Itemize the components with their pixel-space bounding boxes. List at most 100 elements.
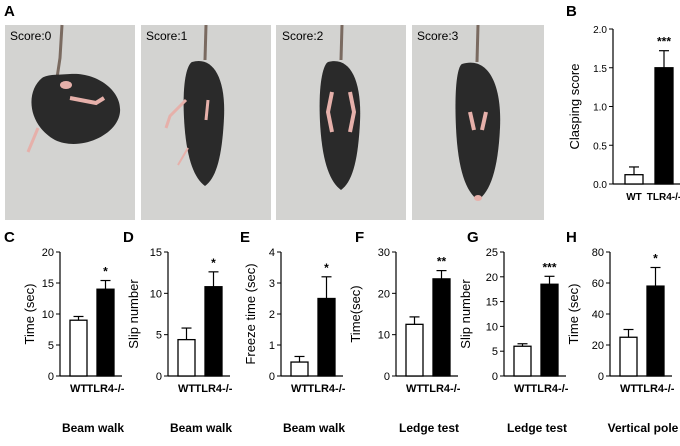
y-tick-label-e: 4 [269, 247, 275, 259]
bar-d-wt [177, 338, 196, 377]
y-tick-label-d: 0 [156, 371, 162, 383]
y-tick-label-e: 2 [269, 309, 275, 321]
y-axis-label-d: Slip number [126, 279, 141, 349]
bar-charts: 0.00.51.01.52.0WT TLR4-/-***Clasping scor… [22, 25, 680, 435]
y-axis-label-e: Freeze time (sec) [243, 263, 258, 364]
category-label-g: WT [514, 383, 531, 395]
x-axis-label-d: Beam walk [170, 421, 232, 435]
panel-letter-a: A [4, 3, 15, 20]
y-tick-label-b: 2.0 [593, 25, 607, 36]
panel-letter-d: D [123, 229, 134, 246]
y-tick-label-c: 10 [42, 309, 54, 321]
y-tick-label-g: 20 [486, 272, 498, 284]
y-tick-label-d: 5 [156, 330, 162, 342]
y-tick-label-g: 5 [492, 346, 498, 358]
chart-d: 0 5 10 15 WT TLR4-/- * Slip number Beam walk [126, 247, 233, 435]
chart-g: 0 5 10 15 20 25 WT TLR4-/- *** Slip number Ledge t… [458, 247, 569, 435]
photo-label-score-3: Score:3 [417, 29, 459, 43]
bar-e-tlr4 [317, 297, 336, 377]
y-tick-label-h: 60 [592, 278, 604, 290]
y-axis-label-b: Clasping score [567, 64, 582, 150]
y-tick-label-d: 10 [150, 288, 162, 300]
y-tick-label-h: 40 [592, 309, 604, 321]
bar-f-wt [405, 323, 424, 377]
significance-h: * [653, 252, 658, 266]
bar-d-tlr4 [204, 286, 223, 377]
significance-c: * [103, 265, 108, 279]
category-label-b: TLR4-/- [647, 192, 680, 203]
bar-h-tlr4 [646, 285, 665, 377]
y-tick-label-f: 30 [378, 247, 390, 259]
chart-c: 0 5 10 15 20 WT TLR4-/- * Time (sec) Beam walk [22, 247, 125, 435]
chart-h: 0 20 40 60 80 WT TLR4-/- * Time (sec) Vertical po… [566, 247, 679, 435]
x-axis-label-e: Beam walk [283, 421, 345, 435]
panel-letter-g: G [467, 229, 479, 246]
y-tick-label-f: 0 [384, 371, 390, 383]
y-tick-label-d: 15 [150, 247, 162, 259]
category-label-d: WT [178, 383, 195, 395]
x-axis-label-h: Vertical pole [608, 421, 679, 435]
chart-b: 0.0 0.5 1.0 1.5 2.0 WT TLR4-/- *** Clasping scor… [567, 25, 680, 203]
y-tick-label-c: 0 [48, 371, 54, 383]
category-label-h: TLR4-/- [637, 383, 675, 395]
bar-g-tlr4 [540, 283, 559, 377]
panel-letter-b: B [566, 3, 577, 20]
photo-label-score-2: Score:2 [282, 29, 324, 43]
y-axis-label-f: Time(sec) [348, 285, 363, 342]
bar-f-tlr4 [432, 278, 451, 377]
bar-e-wt [290, 361, 309, 377]
photo-score-1: Score:1 [141, 24, 271, 220]
category-label-b: WT [626, 192, 642, 203]
chart-f: 0 10 20 30 WT TLR4-/- ** Time(sec) Ledge test [348, 247, 461, 435]
photo-score-3: Score:3 [412, 24, 544, 220]
category-label-f: TLR4-/- [423, 383, 461, 395]
bar-c-wt [69, 319, 88, 377]
y-axis-label-h: Time (sec) [566, 284, 581, 345]
significance-e: * [324, 261, 329, 275]
photo-score-0: Score:0 [5, 24, 135, 220]
significance-g: *** [542, 260, 556, 274]
bar-g-wt [513, 345, 532, 377]
photo-label-score-1: Score:1 [146, 29, 188, 43]
chart-e: 0 1 2 3 4 WT TLR4-/- * Freeze time (sec) Beam wal… [243, 247, 346, 435]
category-label-f: WT [406, 383, 423, 395]
x-axis-label-c: Beam walk [62, 421, 124, 435]
x-axis-label-g: Ledge test [507, 421, 567, 435]
category-label-d: TLR4-/- [195, 383, 233, 395]
y-tick-label-b: 1.0 [593, 103, 607, 114]
bar-b-tlr4 [654, 67, 674, 185]
panel-letter-e: E [240, 229, 250, 246]
photo-score-2: Score:2 [276, 24, 406, 220]
y-tick-label-h: 20 [592, 340, 604, 352]
category-label-c: WT [70, 383, 87, 395]
bar-h-wt [619, 336, 638, 377]
panel-letter-h: H [566, 229, 577, 246]
category-label-h: WT [620, 383, 637, 395]
y-tick-label-c: 20 [42, 247, 54, 259]
category-label-c: TLR4-/- [87, 383, 125, 395]
panel-letter-c: C [4, 229, 15, 246]
y-tick-label-e: 3 [269, 278, 275, 290]
y-tick-label-b: 0.0 [593, 180, 607, 191]
x-axis-label-f: Ledge test [399, 421, 459, 435]
y-tick-label-g: 0 [492, 371, 498, 383]
y-tick-label-e: 1 [269, 340, 275, 352]
y-tick-label-b: 0.5 [593, 141, 607, 152]
y-tick-label-g: 15 [486, 297, 498, 309]
y-tick-label-g: 25 [486, 247, 498, 259]
y-axis-label-c: Time (sec) [22, 284, 37, 345]
y-tick-label-f: 10 [378, 330, 390, 342]
bar-b-wt [624, 174, 644, 185]
y-tick-label-h: 80 [592, 247, 604, 259]
bar-c-tlr4 [96, 288, 115, 377]
category-label-e: TLR4-/- [308, 383, 346, 395]
significance-b: *** [657, 35, 671, 49]
y-tick-label-e: 0 [269, 371, 275, 383]
y-tick-label-b: 1.5 [593, 64, 607, 75]
y-tick-label-c: 5 [48, 340, 54, 352]
y-tick-label-h: 0 [598, 371, 604, 383]
category-label-g: TLR4-/- [531, 383, 569, 395]
y-tick-label-g: 10 [486, 321, 498, 333]
y-tick-label-f: 20 [378, 288, 390, 300]
